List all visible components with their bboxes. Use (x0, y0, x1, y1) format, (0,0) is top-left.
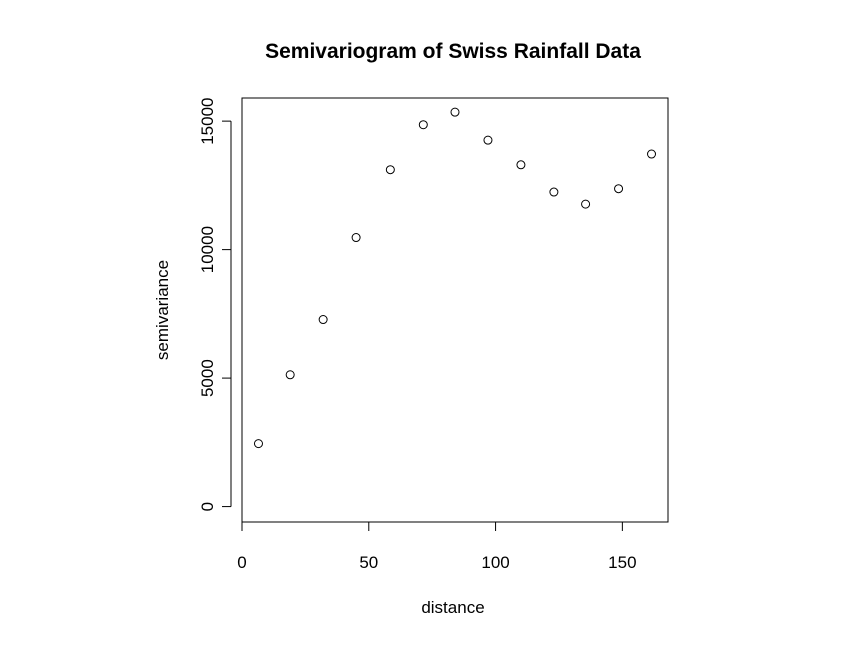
y-tick-label: 15000 (198, 97, 217, 144)
y-tick-label: 5000 (198, 359, 217, 397)
data-point (516, 160, 526, 170)
x-tick-label: 50 (359, 553, 378, 572)
x-tick-label: 150 (608, 553, 636, 572)
chart-title: Semivariogram of Swiss Rainfall Data (265, 40, 641, 63)
x-tick-label: 0 (237, 553, 246, 572)
data-point (253, 439, 263, 449)
data-point (450, 107, 460, 117)
data-point (418, 120, 428, 130)
data-point (318, 315, 328, 325)
data-point (385, 165, 395, 175)
data-point (483, 135, 493, 145)
y-axis-label: semivariance (153, 260, 172, 360)
x-axis: 0 50 100 150 (237, 521, 637, 572)
data-point (549, 187, 559, 197)
data-points (253, 107, 657, 449)
data-point (351, 233, 361, 243)
y-tick-label: 0 (198, 502, 217, 511)
data-point (285, 370, 295, 380)
plot-frame (241, 97, 669, 523)
x-axis-label: distance (421, 598, 484, 617)
y-tick-label: 10000 (198, 226, 217, 273)
x-tick-label: 100 (481, 553, 509, 572)
data-point (647, 149, 657, 159)
y-axis: 0 5000 10000 15000 (198, 97, 232, 511)
data-point (614, 184, 624, 194)
data-point (581, 199, 591, 209)
